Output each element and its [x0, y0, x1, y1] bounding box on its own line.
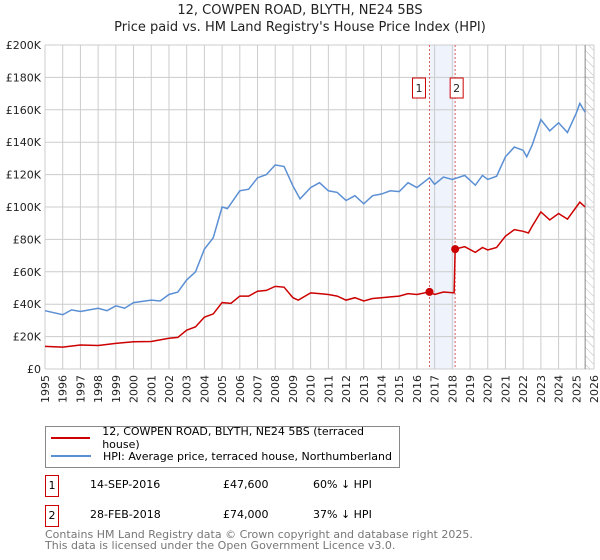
transaction-price: £47,600: [223, 478, 269, 491]
marker-label: 2: [453, 82, 460, 95]
x-tick-label: 2025: [570, 375, 583, 403]
x-tick-label: 2004: [198, 375, 211, 403]
x-tick-label: 1998: [92, 375, 105, 403]
marker-label-box: [411, 77, 426, 99]
legend-label: 12, COWPEN ROAD, BLYTH, NE24 5BS (terrac…: [102, 425, 364, 451]
property-price-line: [44, 201, 586, 348]
x-tick-label: 2024: [553, 375, 566, 403]
x-tick-label: 2007: [252, 375, 265, 403]
y-tick-label: £20K: [13, 331, 42, 344]
marker-label: 1: [415, 82, 422, 95]
y-tick-label: £0: [27, 363, 41, 376]
y-tick-label: £120K: [6, 169, 42, 182]
x-tick-label: 2018: [446, 375, 459, 403]
x-tick-label: 1997: [74, 375, 87, 403]
legend: 12, COWPEN ROAD, BLYTH, NE24 5BS (terrac…: [45, 425, 400, 468]
y-tick-label: £140K: [6, 136, 42, 149]
x-tick-label: 2013: [358, 375, 371, 403]
price-chart: 1995 1996 1997 1998 1999 2000 2001 2002 2003 2004…: [6, 39, 600, 403]
legend-item-hpi: HPI: Average price, terraced house, Nort…: [51, 447, 392, 465]
x-tick-label: 2009: [287, 375, 300, 403]
legend-label: HPI: Average price, terraced house, Nort…: [103, 449, 392, 463]
x-tick-label: 2020: [482, 375, 495, 403]
marker-badge: 1: [45, 475, 59, 497]
x-tick-label: 1996: [57, 375, 70, 403]
x-tick-label: 2012: [340, 375, 353, 403]
legend-item-property: 12, COWPEN ROAD, BLYTH, NE24 5BS (terrac…: [51, 425, 399, 451]
transaction-hpi: 60% ↓ HPI: [313, 478, 372, 491]
hpi-line: [44, 101, 586, 316]
y-tick-label: £80K: [13, 233, 42, 246]
y-tick-label: £60K: [13, 266, 42, 279]
x-tick-label: 2015: [393, 375, 406, 403]
transaction-date: 28-FEB-2018: [90, 508, 161, 521]
y-tick-label: £200K: [6, 39, 42, 52]
sale-point: [451, 245, 460, 254]
x-tick-label: 2014: [375, 375, 388, 403]
legend-swatch: [51, 437, 91, 439]
x-tick-label: 2001: [145, 375, 158, 403]
x-tick-label: 2005: [216, 375, 229, 403]
x-tick-label: 2019: [464, 375, 477, 403]
transaction-row: 2 28-FEB-2018 £74,000 37% ↓ HPI: [45, 505, 445, 527]
x-tick-label: 2017: [429, 375, 442, 403]
y-tick-label: £160K: [6, 104, 42, 117]
transaction-row: 1 14-SEP-2016 £47,600 60% ↓ HPI: [45, 475, 445, 497]
footer: Contains HM Land Registry data © Crown c…: [45, 529, 473, 551]
transaction-price: £74,000: [223, 508, 269, 521]
x-tick-label: 1995: [39, 375, 52, 403]
marker-label-box: [449, 77, 464, 99]
x-tick-label: 2006: [234, 375, 247, 403]
chart-title: 12, COWPEN ROAD, BLYTH, NE24 5BS: [177, 3, 423, 18]
legend-swatch: [51, 455, 91, 457]
transaction-date: 14-SEP-2016: [90, 478, 161, 491]
x-tick-label: 2022: [517, 375, 530, 403]
x-tick-label: 2003: [181, 375, 194, 403]
footer-line: Contains HM Land Registry data © Crown c…: [45, 528, 473, 541]
chart-subtitle: Price paid vs. HM Land Registry's House …: [114, 20, 486, 35]
x-tick-label: 2021: [499, 375, 512, 403]
x-tick-label: 2016: [411, 375, 424, 403]
x-tick-label: 2008: [269, 375, 282, 403]
y-tick-label: £40K: [13, 298, 42, 311]
sale-point: [425, 287, 434, 296]
x-tick-label: 2011: [322, 375, 335, 403]
y-tick-label: £180K: [6, 71, 42, 84]
marker-badge: 2: [45, 505, 59, 527]
x-tick-label: 1999: [110, 375, 123, 403]
x-tick-label: 2023: [535, 375, 548, 403]
footer-line: This data is licensed under the Open Gov…: [45, 539, 396, 552]
x-tick-label: 2010: [305, 375, 318, 403]
x-tick-label: 2026: [588, 375, 600, 403]
y-tick-label: £100K: [6, 201, 42, 214]
x-tick-label: 2000: [128, 375, 141, 403]
x-tick-label: 2002: [163, 375, 176, 403]
transaction-hpi: 37% ↓ HPI: [313, 508, 372, 521]
